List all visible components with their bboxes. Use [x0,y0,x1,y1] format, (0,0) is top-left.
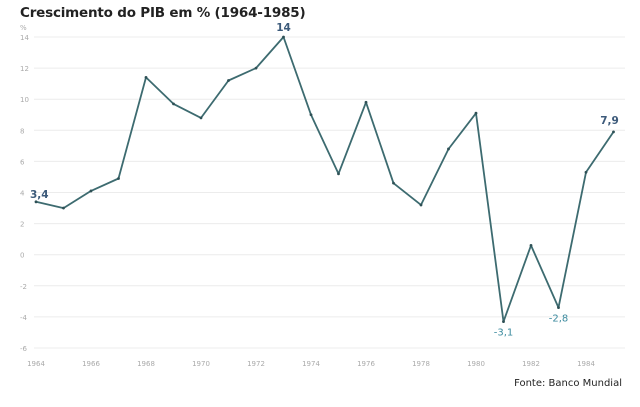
x-tick-label: 1974 [302,360,320,368]
y-tick-label: -6 [20,345,28,353]
data-point [502,320,505,323]
x-tick-label: 1976 [357,360,375,368]
y-tick-label: 8 [20,127,24,135]
y-tick-label: 4 [20,190,25,198]
chart-title: Crescimento do PIB em % (1964-1985) [20,5,306,21]
gdp-growth-line [35,36,615,323]
data-label: 14 [276,22,291,34]
x-tick-label: 1966 [82,360,100,368]
data-point [419,203,423,207]
data-point [34,200,38,204]
x-tick-label: 1982 [522,360,540,368]
y-tick-label: 6 [20,158,25,166]
data-label: -3,1 [494,328,514,339]
data-point [227,79,230,82]
data-point [392,181,395,185]
data-point [309,113,313,117]
data-point [62,206,65,210]
data-point [199,116,203,120]
y-tick-label: -4 [20,314,28,322]
data-point [584,170,588,174]
data-point [254,66,258,70]
data-point [172,102,175,106]
y-tick-label: 0 [20,252,24,260]
data-point [89,189,93,193]
data-point [447,147,450,151]
y-tick-label: 2 [20,221,24,229]
x-tick-label: 1968 [137,360,155,368]
x-tick-label: 1984 [577,360,595,368]
data-label: -2,8 [549,314,569,325]
x-tick-label: 1964 [27,360,45,368]
data-label: 7,9 [600,115,619,127]
y-tick-label: -2 [20,283,27,291]
y-unit-label: % [20,24,27,32]
x-tick-label: 1980 [467,360,485,368]
x-tick-label: 1972 [247,360,265,368]
data-point [364,100,368,104]
y-tick-label: 14 [20,34,29,42]
data-point [117,177,120,180]
source-note: Fonte: Banco Mundial [514,378,622,389]
data-label: 3,4 [30,189,49,201]
x-tick-label: 1970 [192,360,210,368]
x-tick-label: 1978 [412,360,430,368]
data-point [557,306,560,309]
data-point [529,243,533,247]
data-point [474,111,478,115]
data-point [282,35,285,39]
data-point [144,76,148,79]
data-point [337,172,340,176]
data-point [612,130,615,134]
y-tick-label: 10 [20,96,29,104]
y-tick-label: 12 [20,65,29,73]
